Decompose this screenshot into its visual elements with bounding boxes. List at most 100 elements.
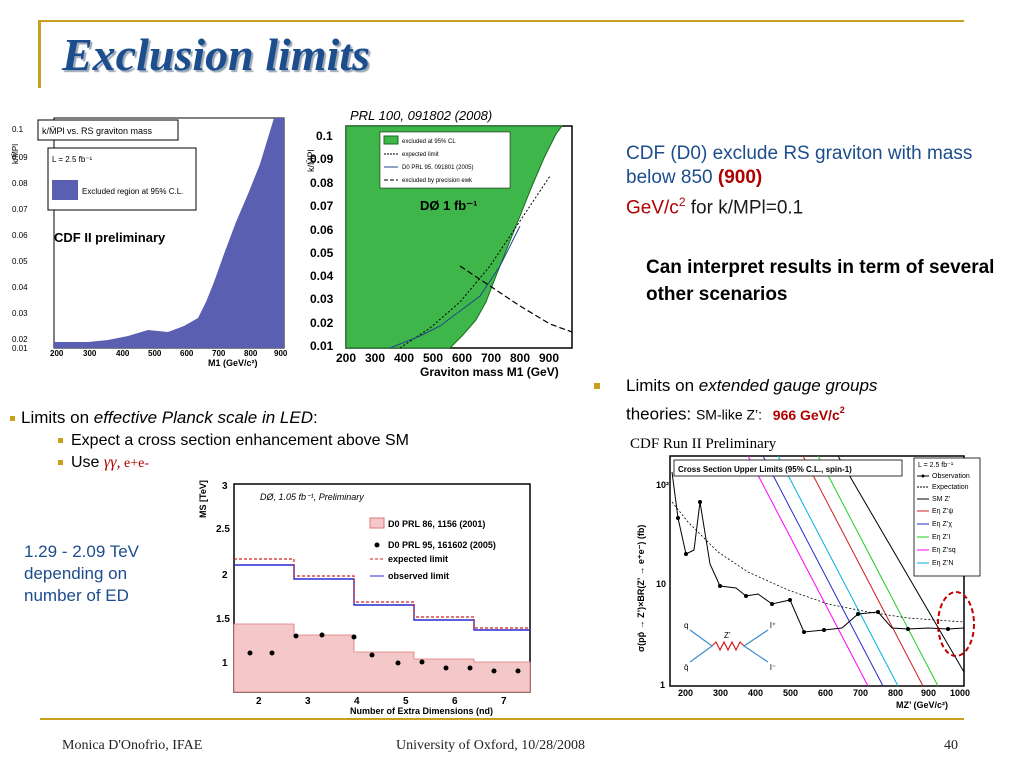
led-suffix: : (312, 408, 318, 427)
d0-x-tick: 500 (423, 351, 443, 365)
zp-lumi: L = 2.5 fb⁻¹ (918, 462, 954, 469)
led-x-tick: 3 (305, 696, 311, 707)
cdf-x-tick: 700 (212, 349, 226, 358)
zp-theory-line (747, 455, 869, 687)
cdf-lumi: L = 2.5 fb⁻¹ (52, 155, 93, 164)
d0-graviton-figure: PRL 100, 091802 (2008) excluded at 95% C… (300, 106, 580, 382)
zp-point (856, 612, 860, 616)
led-expected-limit (234, 558, 530, 629)
led-point (443, 665, 449, 671)
cdf-x-tick: 800 (244, 349, 258, 358)
zp-header: CDF Run II Preliminary (630, 436, 777, 452)
summary-text: CDF (D0) exclude RS graviton with mass b… (626, 142, 1006, 220)
led-y-tick: 2.5 (216, 524, 230, 535)
d0-y-tick: 0.05 (310, 246, 334, 260)
zp-x-tick: 800 (888, 688, 903, 698)
led-point (491, 668, 497, 674)
led-y-tick: 1.5 (216, 614, 230, 625)
led-x-tick: 4 (354, 696, 360, 707)
zp-theory-line (817, 455, 939, 687)
egg-prefix: Limits on (626, 376, 699, 395)
accent-top-line (40, 20, 964, 22)
d0-y-tick: 0.01 (310, 339, 334, 353)
zp-point (744, 594, 748, 598)
led-x-label: Number of Extra Dimensions (nd) (350, 706, 493, 716)
d0-x-tick: 200 (336, 351, 356, 365)
led-point (269, 650, 275, 656)
zp-x-tick: 200 (678, 688, 693, 698)
zp-point (906, 627, 910, 631)
zp-theory-line (777, 455, 899, 687)
led-sub2-ee: e+e- (120, 456, 150, 471)
d0-y-tick: 0.1 (316, 129, 333, 143)
d0-lumi-label: DØ 1 fb⁻¹ (420, 198, 477, 213)
zp-legend-item: SM Z’ (932, 496, 951, 503)
cdf-y-label: k/M̄Pl (11, 144, 20, 164)
d0-x-tick: 900 (539, 351, 559, 365)
zp-point (698, 500, 702, 504)
sub-bullet-marker (58, 438, 63, 444)
d0-x-tick: 300 (365, 351, 385, 365)
zp-diagram-label: l⁺ (770, 621, 776, 630)
led-sub1: Expect a cross section enhancement above… (71, 432, 409, 449)
led-point (247, 650, 253, 656)
zp-x-tick: 900 (921, 688, 936, 698)
unit-sup: 2 (678, 195, 686, 209)
cdf-x-tick: 600 (180, 349, 194, 358)
cdf-y-tick: 0.05 (12, 257, 28, 266)
d0-y-tick: 0.06 (310, 223, 334, 237)
zp-feynman-diagram: q q̄ Z’ l⁺ l⁻ (684, 621, 776, 672)
zp-x-tick: 400 (748, 688, 763, 698)
bullet-extended-gauge: Limits on extended gauge groups theories… (594, 374, 1014, 427)
zp-legend-item: Expectation (932, 484, 969, 491)
footer-venue: University of Oxford, 10/28/2008 (396, 738, 585, 753)
zp-y-tick: 10 (656, 579, 666, 589)
cdf-graviton-figure: 0.1 0.09 0.08 0.07 0.06 0.05 0.04 0.03 0… (8, 104, 298, 382)
zp-legend-item: Eη Z’ψ (932, 508, 953, 515)
slide-title: Exclusion limits (62, 29, 371, 80)
d0-prl95-limit (389, 225, 521, 349)
led-y-tick: 3 (222, 481, 228, 492)
zp-x-tick: 1000 (950, 688, 970, 698)
d0-y-tick: 0.08 (310, 176, 334, 190)
d0-x-tick: 700 (481, 351, 501, 365)
zp-point (718, 584, 722, 588)
zp-diagram-label: Z’ (724, 631, 731, 640)
led-legend-item: D0 PRL 86, 1156 (2001) (388, 519, 485, 529)
footer-author: Monica D'Onofrio, IFAE (62, 738, 203, 753)
d0-x-tick: 600 (452, 351, 472, 365)
led-y-label: MS [TeV] (198, 480, 208, 518)
cdf-y-tick: 0.04 (12, 283, 28, 292)
d0-x-tick: 400 (394, 351, 414, 365)
cdf-y-tick: 0.01 (12, 344, 28, 353)
d0-x-label: Graviton mass M1 (GeV) (420, 365, 559, 379)
d0-legend-item: excluded by precision ewk (402, 178, 473, 184)
zp-y-label: σ(pp̄ → Z’)×BR(Z’ → e⁺e⁻) (fb) (636, 525, 646, 652)
cdf-x-tick: 500 (148, 349, 162, 358)
d0-ewk-limit (459, 265, 573, 333)
cdf-x-tick: 900 (274, 349, 288, 358)
cdf-zprime-figure: CDF Run II Preliminary Cross Section Upp… (628, 432, 1006, 712)
egg-line2: theories: (626, 404, 696, 424)
led-legend-item: expected limit (388, 554, 448, 564)
led-em: effective Planck scale in LED (93, 408, 313, 427)
sub-bullet-marker (58, 460, 63, 466)
d0-y-tick: 0.02 (310, 316, 334, 330)
led-point (319, 632, 325, 638)
led-point (515, 668, 521, 674)
led-prefix: Limits on (21, 408, 94, 427)
d0-y-tick: 0.09 (310, 152, 334, 166)
cdf-legend-label: Excluded region at 95% C.L. (82, 187, 183, 196)
egg-limit-sup: 2 (839, 405, 845, 415)
zp-point (946, 627, 950, 631)
zp-point (770, 602, 774, 606)
d0-y-label: k/M̄Pl (306, 149, 316, 172)
zp-legend-item: Observation (932, 473, 970, 480)
zp-x-tick: 700 (853, 688, 868, 698)
zp-x-tick: 300 (713, 688, 728, 698)
egg-limit: 966 GeV/c (772, 406, 840, 423)
cdf-label: CDF (626, 143, 666, 164)
cdf-y-tick: 0.08 (12, 179, 28, 188)
led-legend-item: D0 PRL 95, 161602 (2005) (388, 540, 496, 550)
cdf-graviton-chart: 0.1 0.09 0.08 0.07 0.06 0.05 0.04 0.03 0… (8, 104, 298, 382)
